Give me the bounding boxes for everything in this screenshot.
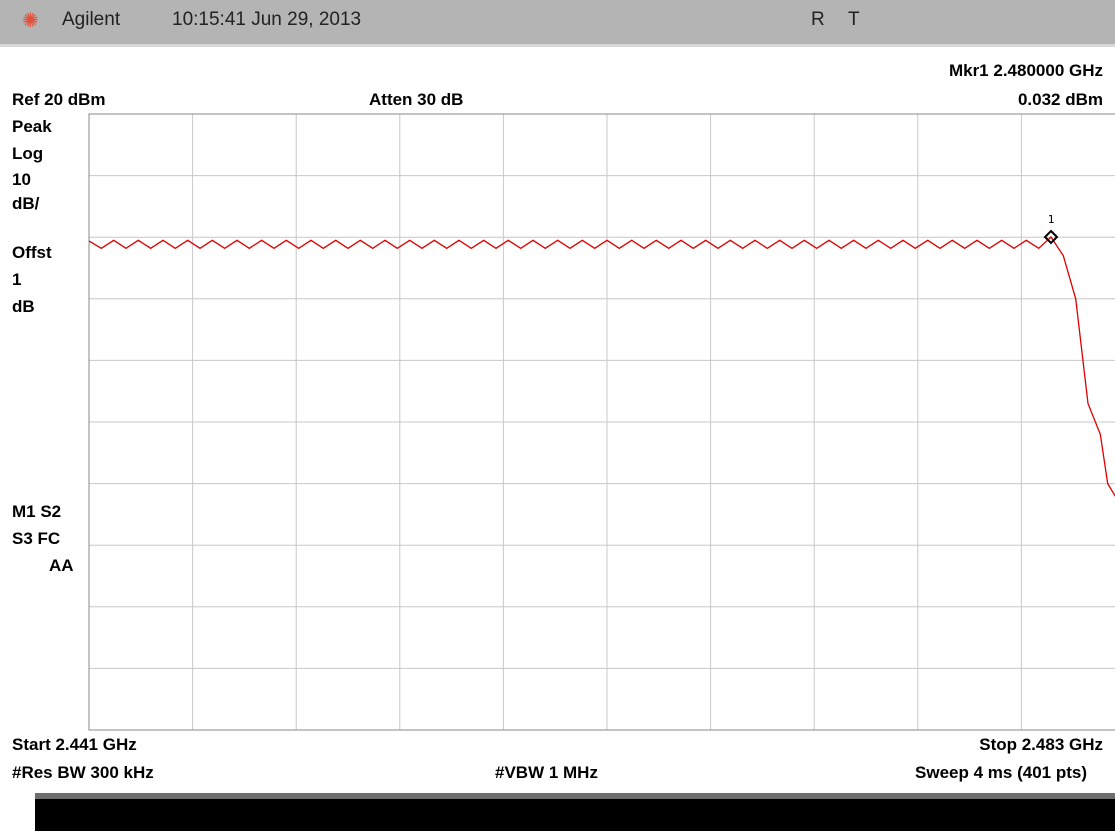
video-bandwidth: #VBW 1 MHz	[495, 763, 598, 782]
marker-layer: 1	[1043, 213, 1059, 245]
start-frequency: Start 2.441 GHz	[12, 735, 137, 754]
marker-1-diamond	[1043, 229, 1059, 245]
attenuation: Atten 30 dB	[369, 90, 464, 109]
offset-value: 1	[12, 270, 22, 289]
status-aa: AA	[49, 556, 74, 575]
status-s3-fc: S3 FC	[12, 529, 61, 548]
marker-1-label: 1	[1048, 213, 1055, 226]
status-m1-s2: M1 S2	[12, 502, 62, 521]
softkey-bar	[35, 793, 1115, 831]
offset-label: Offst	[12, 243, 52, 262]
scale-unit: dB/	[12, 194, 40, 213]
status-flag-r: R	[811, 9, 825, 30]
reference-level: Ref 20 dBm	[12, 90, 106, 109]
brand-name: Agilent	[62, 9, 121, 30]
agilent-logo-icon: ✺	[22, 10, 39, 32]
marker-amplitude-readout: 0.032 dBm	[1017, 90, 1103, 109]
plot-grid	[88, 113, 1115, 731]
detector-mode: Peak	[12, 117, 52, 136]
plot-frame	[88, 113, 1115, 731]
scale-value: 10	[12, 170, 31, 189]
title-bar: ✺ Agilent 10:15:41 Jun 29, 2013 R T	[0, 0, 1115, 47]
status-flag-t: T	[848, 9, 860, 30]
trace-layer	[88, 236, 1115, 497]
marker-frequency-readout: Mkr1 2.480000 GHz	[948, 61, 1103, 80]
offset-unit: dB	[12, 297, 35, 316]
trace-line-1	[88, 236, 1115, 497]
resolution-bandwidth: #Res BW 300 kHz	[12, 763, 154, 782]
sweep-info: Sweep 4 ms (401 pts)	[915, 763, 1087, 782]
timestamp: 10:15:41 Jun 29, 2013	[172, 9, 362, 30]
scale-type: Log	[12, 144, 44, 163]
stop-frequency: Stop 2.483 GHz	[979, 735, 1103, 754]
